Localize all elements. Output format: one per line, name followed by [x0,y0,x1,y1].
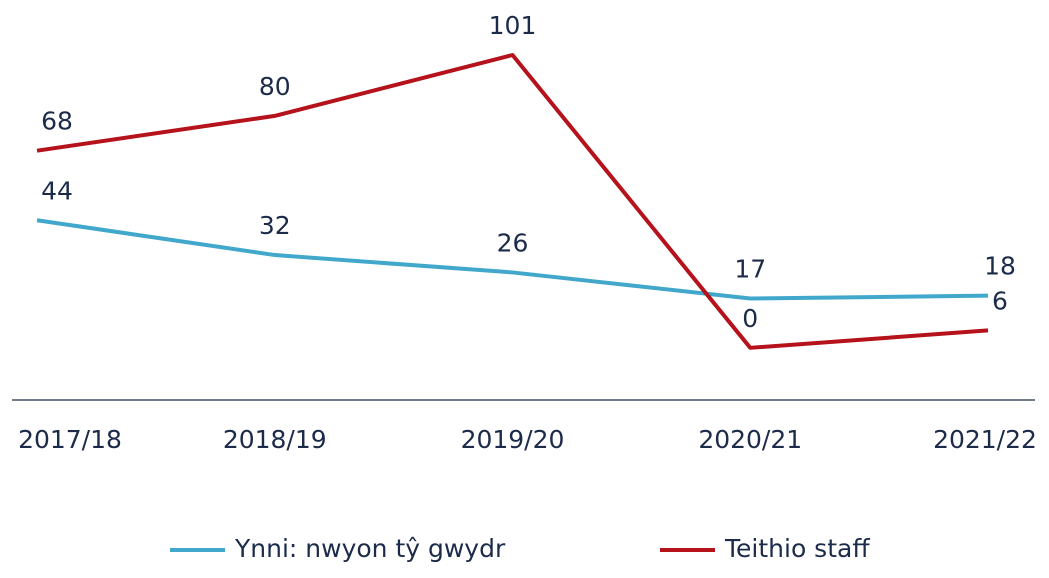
x-tick-label: 2021/22 [933,425,1037,454]
data-label: 32 [259,211,291,240]
data-label: 68 [41,107,73,136]
data-label: 44 [41,176,73,205]
data-label: 0 [742,304,758,333]
data-label: 18 [984,252,1016,281]
data-label: 101 [489,11,537,40]
legend-label: Teithio staff [724,534,870,563]
x-tick-label: 2017/18 [18,425,122,454]
x-tick-label: 2018/19 [223,425,327,454]
legend-label: Ynni: nwyon tŷ gwydr [234,534,506,563]
line [36,218,989,301]
line [36,53,989,350]
data-label: 80 [259,72,291,101]
data-label: 26 [497,228,529,257]
data-label: 6 [992,286,1008,315]
data-label: 17 [734,255,766,284]
x-tick-label: 2020/21 [698,425,802,454]
x-tick-label: 2019/20 [461,425,565,454]
